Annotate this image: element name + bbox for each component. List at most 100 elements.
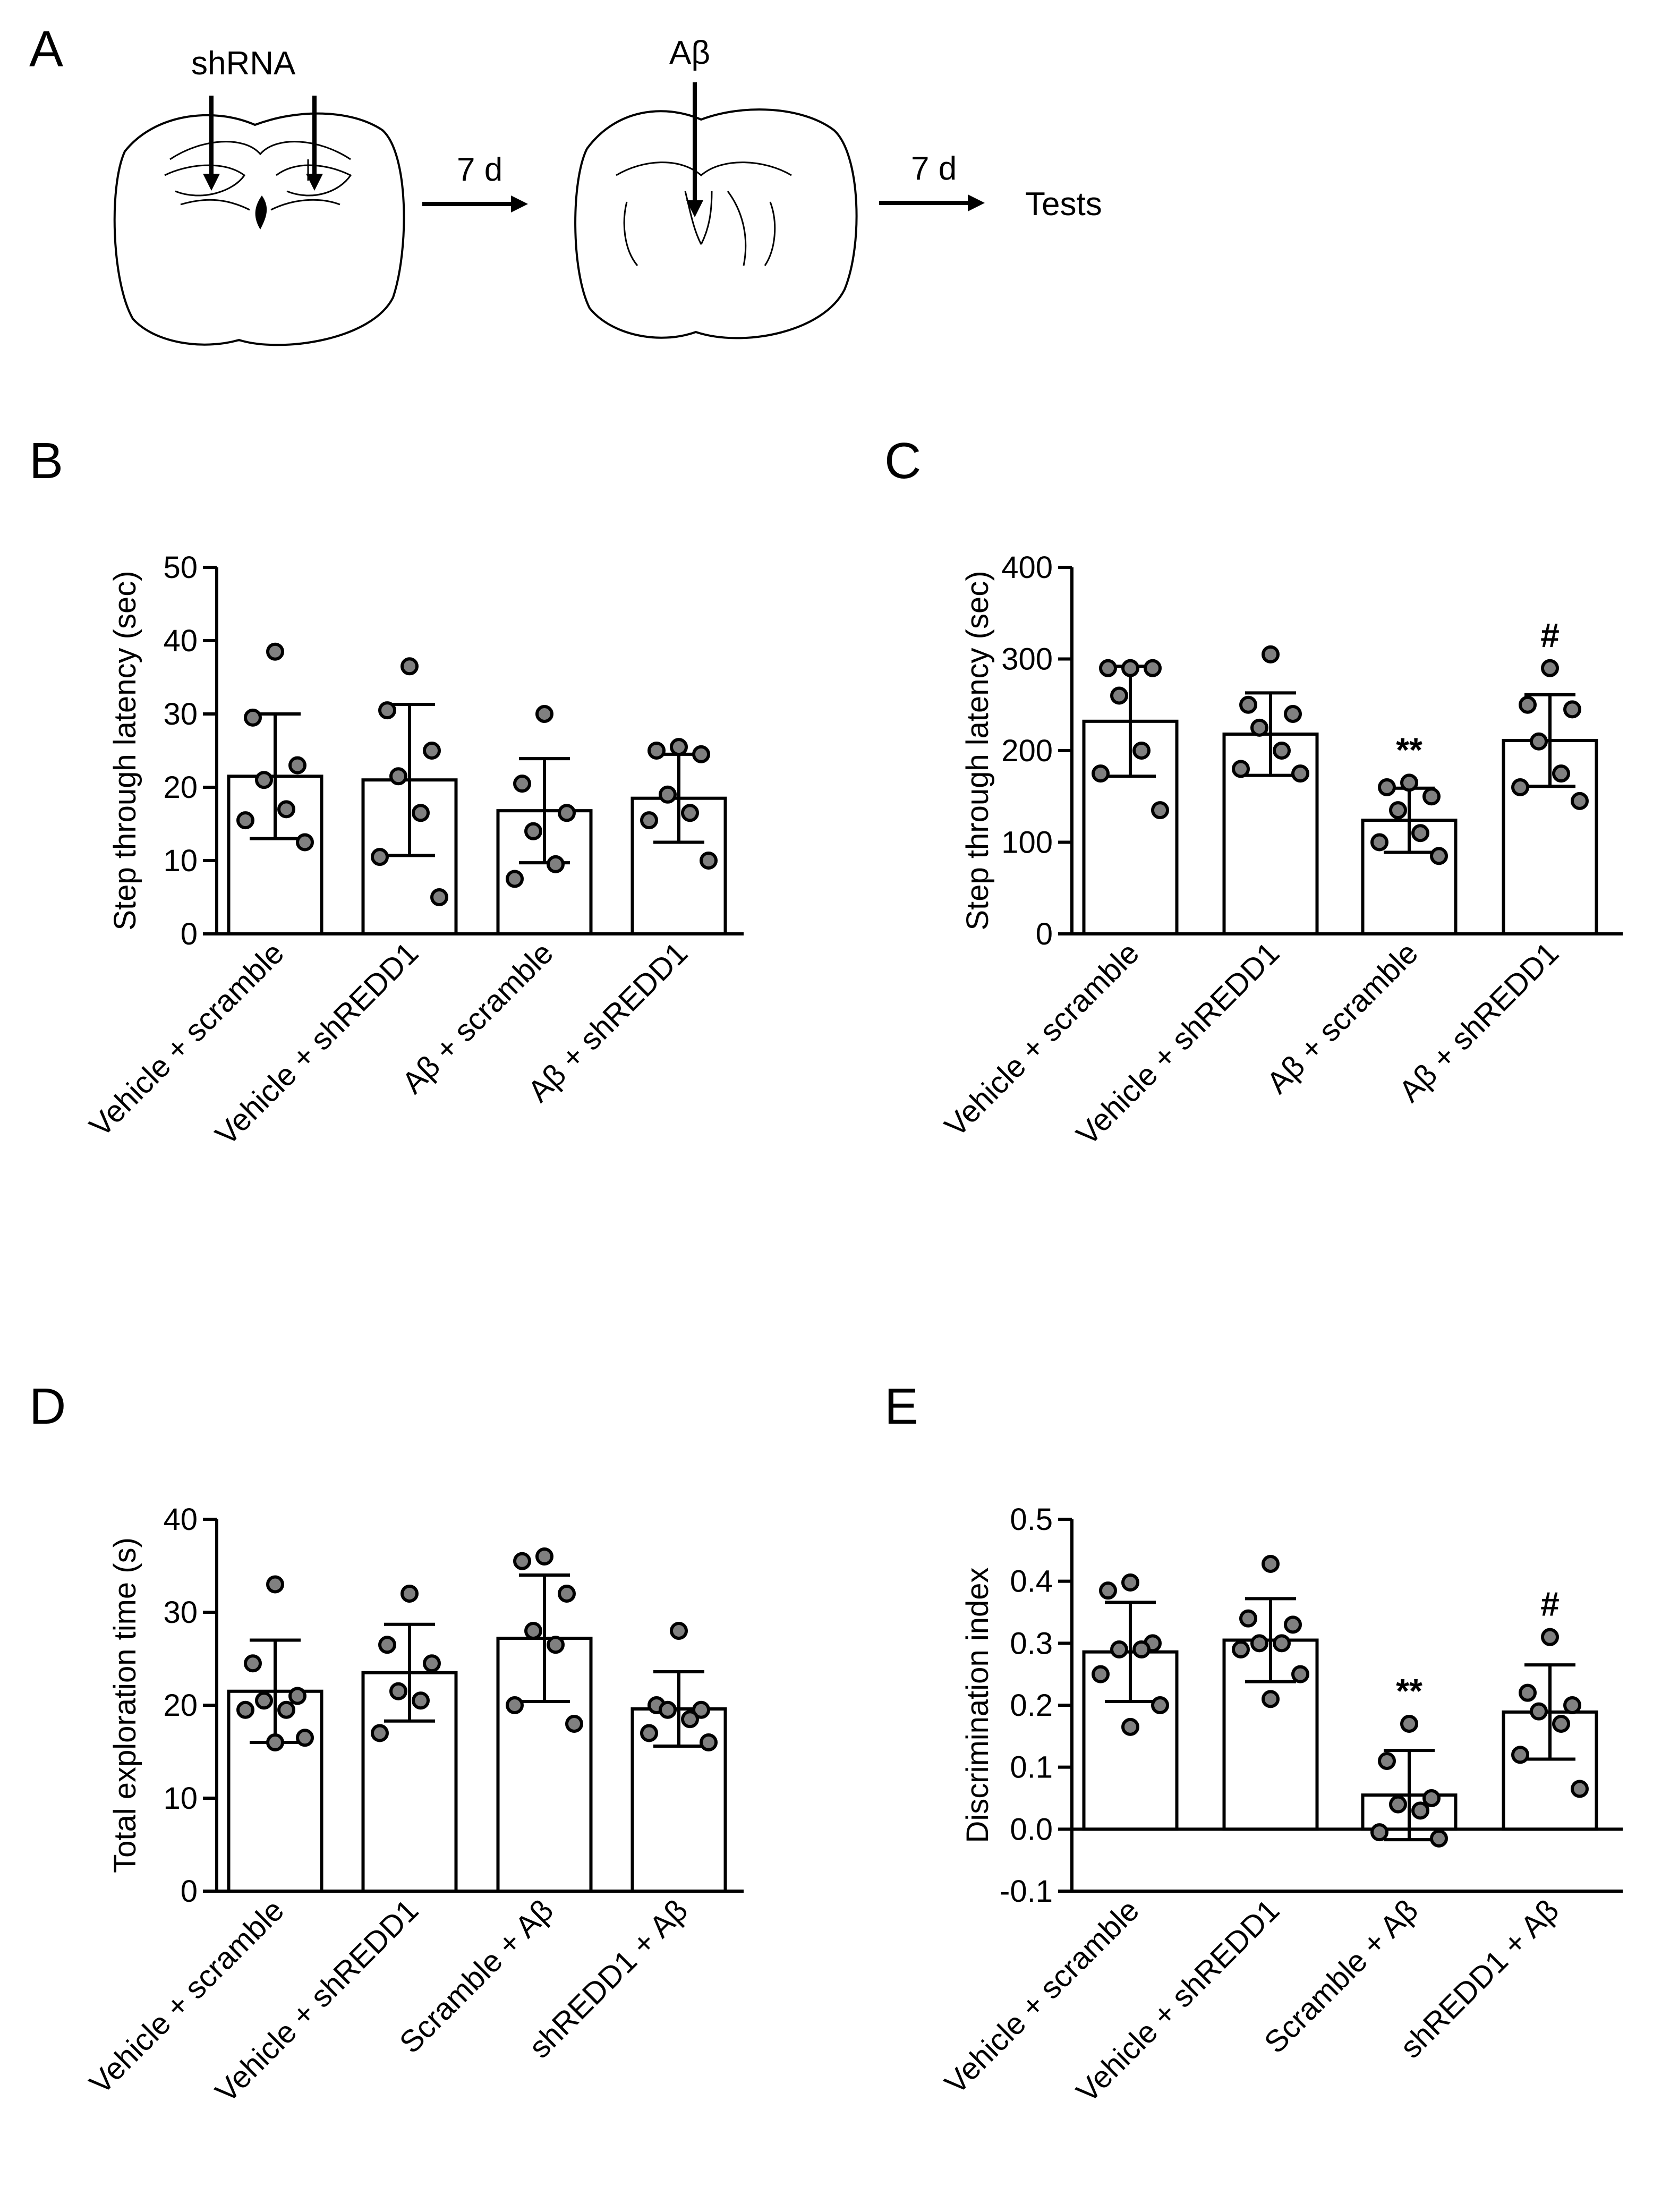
data-point [535,1547,553,1566]
data-point [558,804,576,822]
data-point [1262,645,1280,663]
shrna-label: shRNA [191,45,296,82]
data-point [547,1636,565,1654]
data-point [1092,764,1110,783]
data-point [371,848,389,866]
brain-section-1 [113,112,405,346]
data-point [1092,1665,1110,1683]
data-point [692,745,710,763]
data-point [389,1682,407,1700]
y-tick-label: 40 [163,1502,198,1537]
data-point [670,1622,688,1640]
y-tick-label: 0 [181,917,198,951]
y-tick-label: 0.5 [1010,1502,1053,1537]
data-point [1250,718,1268,737]
data-point [1563,1696,1581,1714]
data-point [1552,1715,1570,1733]
data-point [389,767,407,786]
data-point [506,870,524,888]
data-point [1284,705,1302,723]
y-tick-label: 400 [1001,550,1053,585]
data-point [1151,801,1169,820]
data-point [1284,1615,1302,1634]
data-point [1370,1823,1388,1842]
data-point [513,775,531,793]
data-point [1291,764,1309,783]
data-point [1571,792,1589,810]
y-tick-label: 0.2 [1010,1688,1053,1723]
data-point [1132,742,1151,760]
data-point [277,1700,295,1719]
data-point [288,1687,306,1705]
data-point [401,1585,419,1603]
data-point [524,1622,542,1640]
data-point [1232,760,1250,778]
y-tick-label: 100 [1001,826,1053,860]
significance-marker: ** [1396,1672,1422,1710]
y-tick-label: 10 [163,844,198,878]
data-point [524,822,542,840]
arrow-7d-2-label: 7 d [911,150,957,187]
data-point [1400,1715,1418,1733]
data-point [244,708,262,727]
data-point [1552,764,1570,783]
y-tick-label: 0.4 [1010,1564,1053,1599]
y-tick-label: 30 [163,697,198,731]
significance-marker: ** [1396,730,1422,769]
panel-letter-b: B [29,432,63,489]
data-point [1400,773,1418,792]
data-point [236,811,254,830]
data-point [1519,695,1537,714]
data-point [1110,686,1128,705]
data-point [255,771,273,789]
y-tick-label: 0 [1036,917,1053,951]
y-tick-label: 0.3 [1010,1626,1053,1661]
data-point [296,833,314,852]
data-point [288,756,306,775]
data-point [1541,1628,1559,1646]
data-point [1273,742,1291,760]
y-tick-label: 200 [1001,734,1053,768]
data-point [1099,1581,1117,1600]
data-point [1389,1795,1407,1814]
chart-panel-e: E -0.1 0.0 0.1 0.2 0.3 0.4 0.5 Discrimination in… [884,1378,1623,2109]
panel-letter-e: E [884,1378,918,1435]
data-point [1389,801,1407,820]
y-tick-label: 0.0 [1010,1812,1053,1847]
data-point [547,855,565,873]
y-tick-label: 30 [163,1595,198,1630]
y-tick-label: 10 [163,1781,198,1816]
data-point [670,738,688,756]
data-point [378,1636,396,1654]
data-point [1430,847,1448,865]
data-point [378,701,396,720]
data-point [1239,695,1257,714]
data-point [513,1552,531,1570]
data-point [1563,700,1581,719]
data-point [401,657,419,676]
data-point [266,642,284,661]
data-point [1422,1789,1441,1807]
y-tick-label: 0.1 [1010,1750,1053,1785]
data-point [640,811,658,830]
y-tick-label: 20 [163,770,198,805]
data-point [647,742,666,760]
data-point [659,1700,677,1719]
y-tick-label: -0.1 [1000,1874,1053,1909]
data-point [277,800,295,819]
data-point [1411,1801,1429,1820]
data-point [692,1700,710,1719]
data-point [659,785,677,804]
data-point [1262,1555,1280,1573]
data-point [558,1585,576,1603]
data-point [371,1724,389,1742]
data-point [430,888,448,906]
data-point [1144,659,1162,677]
data-point [565,1715,583,1733]
y-tick-label: 0 [181,1874,198,1909]
data-point [681,804,699,822]
data-point [1541,659,1559,677]
